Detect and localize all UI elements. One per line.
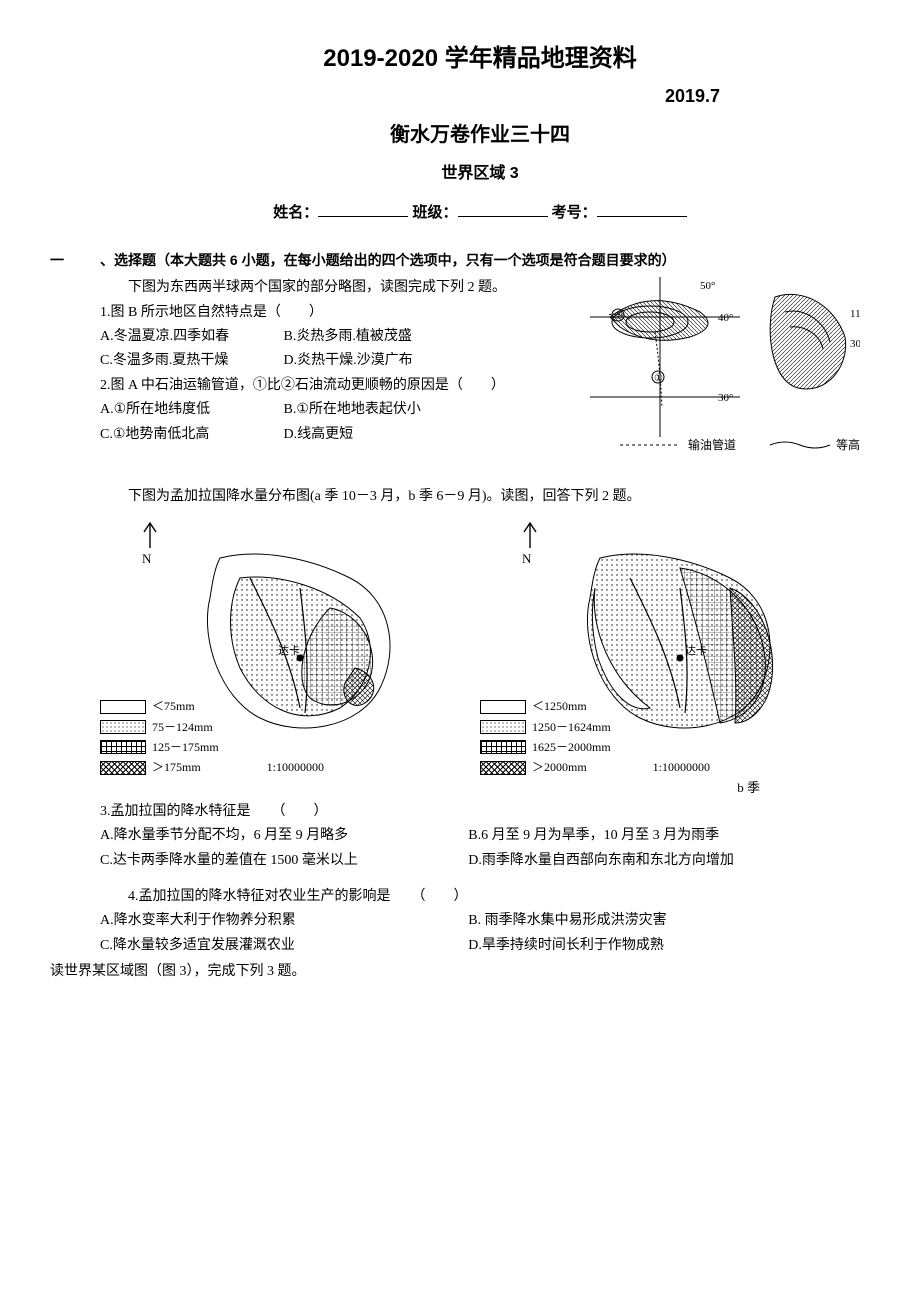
figure-a-b-maps: ① ② 50° 40° 30° 110° 30° 输油管道 等高线 <box>590 277 860 465</box>
swatch-cross <box>100 761 146 775</box>
svg-text:达卡: 达卡 <box>685 644 707 657</box>
svg-text:110°: 110° <box>850 308 860 320</box>
id-label: 考号： <box>552 204 597 221</box>
legend-b-2: 1625－2000mm <box>532 738 611 757</box>
intro-2: 下图为孟加拉国降水量分布图(a 季 10－3 月，b 季 6－9 月)。读图，回… <box>100 486 860 508</box>
q2-opt-b: B.①所在地地表起伏小 <box>284 399 464 421</box>
q2-opt-c: C.①地势南低北高 <box>100 424 280 446</box>
caption-b: b 季 <box>737 778 760 799</box>
svg-text:②: ② <box>614 311 623 322</box>
q3-opt-b: B.6 月至 9 月为旱季，10 月至 3 月为雨季 <box>468 825 833 847</box>
q4-opt-c: C.降水量较多适宜发展灌溉农业 <box>100 935 465 957</box>
svg-text:N: N <box>522 551 532 566</box>
svg-text:40°: 40° <box>718 312 733 324</box>
pipeline-contour-map: ① ② 50° 40° 30° 110° 30° 输油管道 等高线 <box>590 277 860 457</box>
bangladesh-map-a: N 达卡 <box>100 518 440 748</box>
q1-q2-block: ① ② 50° 40° 30° 110° 30° 输油管道 等高线 <box>100 277 860 465</box>
section-number: 一 <box>50 249 100 271</box>
map-captions: b 季 <box>100 778 860 799</box>
legend-a-3: ＞175mm <box>152 758 201 777</box>
map-b-col: N 达卡 ＜1250mm 1250－1624m <box>480 518 820 778</box>
class-blank[interactable] <box>458 201 548 217</box>
bangladesh-maps-row: N 达卡 ＜75mm 75－124mm <box>100 518 860 778</box>
name-label: 姓名： <box>273 204 318 221</box>
q3-opt-c: C.达卡两季降水量的差值在 1500 毫米以上 <box>100 850 465 872</box>
q4-row1: A.降水变率大利于作物养分积累 B. 雨季降水集中易形成洪涝灾害 <box>100 910 860 932</box>
q2-opt-a: A.①所在地纬度低 <box>100 399 280 421</box>
q4-opt-d: D.旱季持续时间长利于作物成熟 <box>468 935 833 957</box>
q2-opt-d: D.线高更短 <box>284 424 464 446</box>
svg-text:30°: 30° <box>718 392 733 404</box>
svg-text:①: ① <box>654 373 663 384</box>
intro-3: 读世界某区域图（图 3），完成下列 3 题。 <box>50 961 860 983</box>
legend-b-1: 1250－1624mm <box>532 718 611 737</box>
q4-row2: C.降水量较多适宜发展灌溉农业 D.旱季持续时间长利于作物成熟 <box>100 935 860 957</box>
q1-opt-a: A.冬温夏凉.四季如春 <box>100 326 280 348</box>
q3-row1: A.降水量季节分配不均，6 月至 9 月略多 B.6 月至 9 月为旱季，10 … <box>100 825 860 847</box>
scale-b: 1:10000000 <box>653 758 710 777</box>
legend-b-0: ＜1250mm <box>532 697 587 716</box>
swatch-blank <box>480 700 526 714</box>
swatch-grid <box>100 740 146 754</box>
svg-text:达卡: 达卡 <box>278 644 300 657</box>
swatch-dots <box>100 720 146 734</box>
q3-opt-d: D.雨季降水量自西部向东南和东北方向增加 <box>468 850 833 872</box>
sub-title: 衡水万卷作业三十四 <box>100 119 860 151</box>
q1-opt-d: D.炎热干燥.沙漠广布 <box>284 350 464 372</box>
svg-text:30°: 30° <box>850 338 860 350</box>
q3-opt-a: A.降水量季节分配不均，6 月至 9 月略多 <box>100 825 465 847</box>
q4-opt-a: A.降水变率大利于作物养分积累 <box>100 910 465 932</box>
swatch-dots <box>480 720 526 734</box>
date-line: 2019.7 <box>100 82 860 111</box>
scale-a: 1:10000000 <box>267 758 324 777</box>
swatch-grid <box>480 740 526 754</box>
q1-opt-b: B.炎热多雨.植被茂盛 <box>284 326 464 348</box>
main-title: 2019-2020 学年精品地理资料 <box>100 40 860 78</box>
section-title: 世界区域 3 <box>100 161 860 187</box>
svg-text:N: N <box>142 551 152 566</box>
legend-contour-label: 等高线 <box>836 437 860 452</box>
q1-opt-c: C.冬温多雨.夏热干燥 <box>100 350 280 372</box>
bangladesh-map-b: N 达卡 <box>480 518 820 748</box>
class-label: 班级： <box>412 204 457 221</box>
id-blank[interactable] <box>597 201 687 217</box>
legend-a-1: 75－124mm <box>152 718 213 737</box>
legend-a-2: 125－175mm <box>152 738 219 757</box>
legend-b-3: ＞2000mm <box>532 758 587 777</box>
legend-pipeline-label: 输油管道 <box>688 437 736 452</box>
swatch-cross <box>480 761 526 775</box>
q3-stem: 3.孟加拉国的降水特征是 （ ） <box>100 801 860 823</box>
q4-opt-b: B. 雨季降水集中易形成洪涝灾害 <box>468 910 833 932</box>
map-a-col: N 达卡 ＜75mm 75－124mm <box>100 518 440 778</box>
section-1-heading: 一 、选择题（本大题共 6 小题，在每小题给出的四个选项中，只有一个选项是符合题… <box>100 249 860 271</box>
q3-row2: C.达卡两季降水量的差值在 1500 毫米以上 D.雨季降水量自西部向东南和东北… <box>100 850 860 872</box>
section-heading-text: 、选择题（本大题共 6 小题，在每小题给出的四个选项中，只有一个选项是符合题目要… <box>100 249 676 271</box>
name-blank[interactable] <box>318 201 408 217</box>
svg-text:50°: 50° <box>700 280 715 292</box>
student-info-line: 姓名： 班级： 考号： <box>100 201 860 225</box>
legend-a-0: ＜75mm <box>152 697 195 716</box>
swatch-blank <box>100 700 146 714</box>
q4-stem: 4.孟加拉国的降水特征对农业生产的影响是 （ ） <box>100 886 860 908</box>
